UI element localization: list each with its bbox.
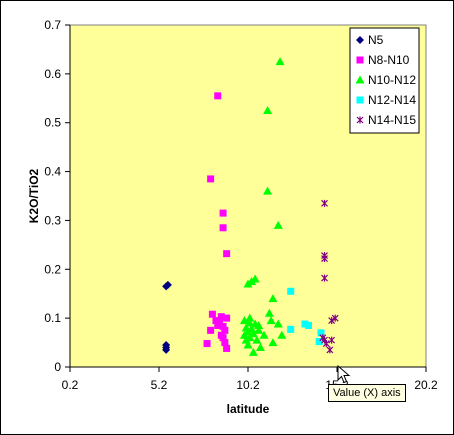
data-point [243,279,253,288]
data-point [223,250,231,258]
legend[interactable]: N5 N8-N10 N10-N12 N12-N14 N14-N15 [349,27,420,134]
y-tick-label: 0.2 [44,262,61,276]
axes: 0.25.210.215.220.200.10.20.30.40.50.60.7 [44,18,438,392]
data-point [273,319,283,328]
data-point [219,224,227,232]
data-point [219,334,227,342]
data-point [212,317,220,325]
x-tick-label: 5.2 [151,378,168,392]
data-point [221,339,229,347]
data-point [264,308,274,317]
data-point [245,313,255,322]
data-point [259,330,269,339]
data-point [287,325,295,333]
data-point [252,335,262,344]
data-point [162,345,171,354]
y-tick-label: 0.5 [44,116,61,130]
legend-entry: N8-N10 [368,53,410,67]
legend-marker [356,56,364,64]
data-point [219,209,227,217]
data-point [321,199,328,207]
y-tick-label: 0.7 [44,18,61,32]
y-tick-label: 0 [54,360,61,374]
data-point [305,321,313,329]
data-point [207,175,215,183]
data-point [321,255,328,263]
series-n8-n10[interactable] [203,92,231,352]
data-point [214,321,222,329]
data-point [163,280,172,289]
data-point [273,220,283,229]
data-point [268,338,278,347]
x-axis-title: latitude [227,402,270,416]
data-point [287,287,295,295]
data-point [263,106,273,114]
data-point [277,330,287,339]
data-point [268,294,278,303]
series-n5[interactable] [162,280,172,354]
y-tick-label: 0.1 [44,311,61,325]
data-point [217,313,225,321]
data-point [322,340,330,348]
data-point [254,320,264,329]
data-point [216,318,224,326]
legend-entry: N14-N15 [368,113,416,127]
data-point [326,346,334,354]
data-point [315,338,323,346]
data-point [266,316,276,325]
axis-tooltip: Value (X) axis [328,384,406,402]
data-point [275,57,285,66]
y-tick-label: 0.3 [44,213,61,227]
data-point [328,317,336,325]
data-point [214,92,222,100]
data-point [221,326,229,334]
data-point [248,329,258,338]
data-point [263,186,273,195]
legend-marker [356,116,364,124]
data-point [239,330,249,339]
series-n10-n12[interactable] [239,57,287,356]
legend-entry: N10-N12 [368,73,416,87]
data-point [254,325,264,334]
legend-marker [355,75,365,84]
y-axis-title: K2O/TiO2 [27,168,41,223]
data-point [255,342,265,351]
data-point [331,314,339,322]
data-point [248,347,258,356]
data-point [208,310,216,318]
data-point [321,274,328,282]
data-point [328,336,336,344]
data-point [223,314,231,322]
legend-marker [356,36,364,44]
data-point [207,326,215,334]
series-n14-n15[interactable] [319,199,339,354]
data-point [245,318,255,327]
data-point [243,340,253,349]
y-tick-label: 0.4 [44,165,61,179]
data-point [239,316,249,325]
data-points [162,57,339,356]
legend-marker [356,96,364,104]
data-point [317,329,325,337]
data-point [203,340,211,348]
legend-entry: N5 [368,33,384,47]
y-tick-label: 0.6 [44,67,61,81]
x-tick-label: 20.2 [414,378,438,392]
mouse-pointer-icon [337,365,351,384]
data-point [301,320,309,328]
data-point [219,322,227,330]
data-point [223,344,231,352]
x-tick-label: 10.2 [236,378,260,392]
legend-entry: N12-N14 [368,93,416,107]
x-tick-label: 0.2 [62,378,79,392]
series-n12-n14[interactable] [287,287,325,346]
